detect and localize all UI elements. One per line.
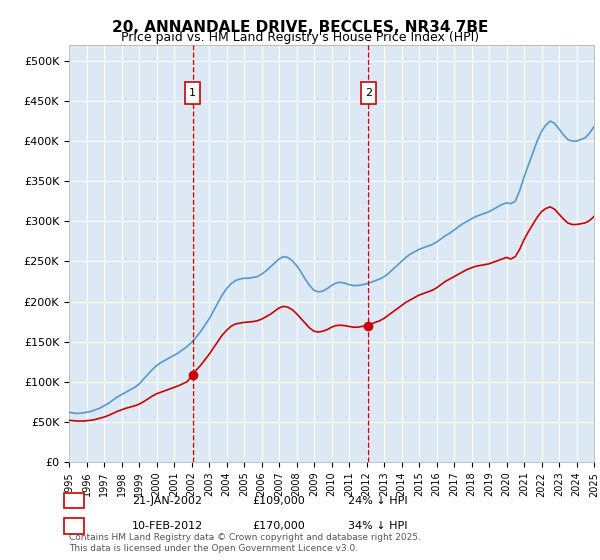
Text: £109,000: £109,000 xyxy=(252,496,305,506)
Text: 20, ANNANDALE DRIVE, BECCLES, NR34 7BE: 20, ANNANDALE DRIVE, BECCLES, NR34 7BE xyxy=(112,20,488,35)
Text: 2: 2 xyxy=(71,521,77,531)
Text: 2: 2 xyxy=(365,88,372,98)
FancyBboxPatch shape xyxy=(361,82,376,104)
Text: 1: 1 xyxy=(71,496,77,506)
Text: 21-JAN-2002: 21-JAN-2002 xyxy=(132,496,202,506)
Text: 24% ↓ HPI: 24% ↓ HPI xyxy=(348,496,407,506)
Text: 1: 1 xyxy=(189,88,196,98)
Text: 10-FEB-2012: 10-FEB-2012 xyxy=(132,521,203,531)
Text: £170,000: £170,000 xyxy=(252,521,305,531)
Text: Contains HM Land Registry data © Crown copyright and database right 2025.
This d: Contains HM Land Registry data © Crown c… xyxy=(69,533,421,553)
Text: Price paid vs. HM Land Registry's House Price Index (HPI): Price paid vs. HM Land Registry's House … xyxy=(121,31,479,44)
FancyBboxPatch shape xyxy=(185,82,200,104)
Text: 34% ↓ HPI: 34% ↓ HPI xyxy=(348,521,407,531)
